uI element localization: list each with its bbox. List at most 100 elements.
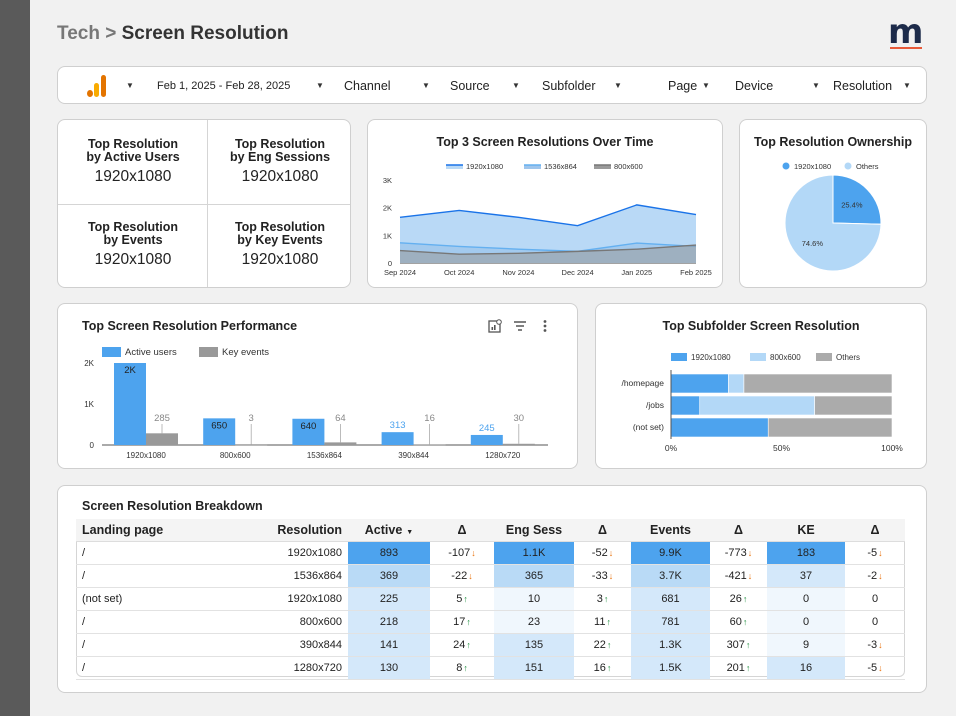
trend-up-icon: ↑ <box>463 662 468 673</box>
legend-label: 1920x1080 <box>691 353 731 362</box>
filter-page[interactable]: Page <box>668 79 698 93</box>
column-header[interactable]: Eng Sess <box>494 519 574 542</box>
kpi-value: 1920x1080 <box>241 251 319 268</box>
more-vert-icon[interactable] <box>540 319 550 333</box>
table-row[interactable]: /1280x720 130 8↑ 151 16↑ 1.5K 201↑ 16 -5↓ <box>76 656 905 680</box>
table-title: Screen Resolution Breakdown <box>82 499 263 513</box>
table-row[interactable]: (not set) 1920x1080 225 5↑ 10 3↑ 681 26↑ 0 0 <box>76 587 905 611</box>
trend-down-icon: ↓ <box>747 570 753 581</box>
table-cell: 1.3K <box>631 633 710 657</box>
legend-label: Key events <box>222 347 269 358</box>
x-tick-label: 50% <box>773 443 790 453</box>
chart-edit-icon[interactable] <box>488 319 502 333</box>
table-cell: 201↑ <box>710 656 767 680</box>
subfolder-caret-icon[interactable]: ▼ <box>614 81 622 90</box>
kpi-value: 1920x1080 <box>94 168 172 185</box>
column-header[interactable]: Δ <box>710 519 767 542</box>
page-caret-icon[interactable]: ▼ <box>702 81 710 90</box>
stacked-chart-title: Top Subfolder Screen Resolution <box>662 319 860 333</box>
column-header[interactable]: Δ <box>430 519 494 542</box>
column-header[interactable]: Events <box>631 519 710 542</box>
table-cell: -5↓ <box>845 541 905 565</box>
stack-segment-800x600 <box>699 395 815 416</box>
legend-swatch <box>816 353 832 361</box>
column-header[interactable]: Δ <box>845 519 905 542</box>
column-header[interactable]: Active ▼ <box>348 519 430 542</box>
page-title: Tech > Screen Resolution <box>57 23 288 45</box>
pie-chart-card: Top Resolution Ownership 1920x1080 Others… <box>739 119 927 288</box>
kpi-label: Top Resolution by Events <box>87 220 179 247</box>
date-range-caret-icon[interactable]: ▼ <box>316 81 324 90</box>
y-category-label: /jobs <box>646 400 664 410</box>
table-cell: 365 <box>494 564 574 588</box>
filter-bar: ▼ Feb 1, 2025 - Feb 28, 2025 ▼ Channel ▼… <box>57 66 927 104</box>
table-cell: 141 <box>348 633 430 657</box>
table-cell: 218 <box>348 610 430 634</box>
bar-data-label: 64 <box>335 413 346 424</box>
table-cell: 151 <box>494 656 574 680</box>
table-cell: / <box>76 564 268 588</box>
table-cell: / <box>76 541 268 565</box>
legend-label: 800x600 <box>614 162 643 171</box>
table-cell: (not set) <box>76 587 268 611</box>
table-cell: -421↓ <box>710 564 767 588</box>
table-cell: 1536x864 <box>268 564 348 588</box>
filter-subfolder[interactable]: Subfolder <box>542 79 596 93</box>
trend-down-icon: ↓ <box>608 570 614 581</box>
table-cell: 37 <box>767 564 845 588</box>
x-tick-label: 1536x864 <box>307 451 343 460</box>
date-range-picker[interactable]: Feb 1, 2025 - Feb 28, 2025 <box>157 80 291 92</box>
pie-slice-1920x1080 <box>832 174 882 225</box>
column-header[interactable]: Landing page <box>76 519 268 542</box>
bar-data-label: 650 <box>211 420 227 431</box>
table-row[interactable]: /1536x864 369 -22↓ 365 -33↓ 3.7K -421↓ 37 -2↓ <box>76 564 905 588</box>
table-cell: 225 <box>348 587 430 611</box>
resolution-caret-icon[interactable]: ▼ <box>903 81 911 90</box>
trend-up-icon: ↑ <box>463 593 468 604</box>
pie-slice-Others <box>784 174 882 272</box>
table-cell: 781 <box>631 610 710 634</box>
legend-swatch <box>844 162 852 170</box>
filter-source[interactable]: Source <box>450 79 490 93</box>
breadcrumb-tech[interactable]: Tech <box>57 23 100 44</box>
y-tick-label: 0 <box>90 441 95 450</box>
trend-up-icon: ↑ <box>606 616 611 627</box>
legend-label: Active users <box>125 347 177 358</box>
table-cell: / <box>76 610 268 634</box>
analytics-dropdown-caret-icon[interactable]: ▼ <box>126 81 134 90</box>
analytics-logo-icon[interactable] <box>87 75 109 97</box>
channel-caret-icon[interactable]: ▼ <box>422 81 430 90</box>
stack-segment-Others <box>814 395 893 416</box>
filter-resolution[interactable]: Resolution <box>833 79 893 93</box>
filter-icon[interactable] <box>513 319 527 333</box>
bar-chart: 0 1K 2K Active users Key events 1920x1080 2K 28… <box>84 347 548 460</box>
table-cell: 24↑ <box>430 633 494 657</box>
column-header[interactable]: Resolution <box>268 519 348 542</box>
area-series-800x600 <box>400 245 696 263</box>
x-tick-label: Dec 2024 <box>562 268 594 277</box>
left-rail <box>0 0 30 716</box>
x-tick-label: 800x600 <box>220 451 251 460</box>
table-row[interactable]: /1920x1080 893 -107↓ 1.1K -52↓ 9.9K -773↓ 183 -5… <box>76 541 905 565</box>
filter-device[interactable]: Device <box>735 79 774 93</box>
source-caret-icon[interactable]: ▼ <box>512 81 520 90</box>
breakdown-table: Landing page Resolution Active ▼ Δ Eng Sess Δ E… <box>76 519 905 680</box>
trend-up-icon: ↑ <box>603 593 609 604</box>
bar-data-label: 640 <box>300 421 316 432</box>
stack-segment-800x600 <box>728 373 745 394</box>
stack-segment-1920x1080 <box>670 395 701 416</box>
sort-desc-icon[interactable]: ▼ <box>406 528 414 536</box>
device-caret-icon[interactable]: ▼ <box>812 81 820 90</box>
y-category-label: (not set) <box>633 422 664 432</box>
table-row[interactable]: /800x600 218 17↑ 23 11↑ 781 60↑ 0 0 <box>76 610 905 634</box>
y-category-label: /homepage <box>621 378 664 388</box>
table-cell: 390x844 <box>268 633 348 657</box>
table-cell: 1920x1080 <box>268 541 348 565</box>
brand-logo-letter: m <box>888 12 924 52</box>
legend-label: Others <box>856 162 879 171</box>
filter-channel[interactable]: Channel <box>344 79 391 93</box>
table-cell: 1280x720 <box>268 656 348 680</box>
column-header[interactable]: KE <box>767 519 845 542</box>
table-row[interactable]: /390x844 141 24↑ 135 22↑ 1.3K 307↑ 9 -3↓ <box>76 633 905 657</box>
column-header[interactable]: Δ <box>574 519 631 542</box>
